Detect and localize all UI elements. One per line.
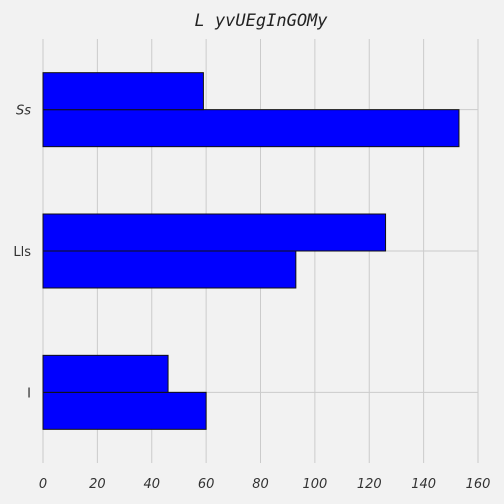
bar-series-1-i — [42, 391, 207, 430]
x-tick-label: 120 — [357, 477, 382, 492]
x-axis-ticks: 0 20 40 60 80 100 120 140 160 — [39, 477, 491, 492]
x-tick-label: 0 — [39, 477, 47, 492]
x-tick-label: 60 — [198, 477, 215, 492]
y-tick-label: Ss — [16, 104, 31, 119]
x-tick-label: 80 — [252, 477, 269, 492]
x-tick-label: 100 — [302, 477, 327, 492]
bars — [42, 72, 460, 430]
x-tick-label: 20 — [89, 477, 106, 492]
y-tick-label: Lls — [13, 245, 31, 260]
x-tick-label: 160 — [466, 477, 491, 492]
y-tick-label: I — [27, 386, 31, 401]
bar-series-1-ss — [42, 109, 460, 148]
bar-series-2-i — [42, 354, 169, 393]
x-tick-label: 140 — [411, 477, 436, 492]
bar-series-2-lls — [42, 213, 387, 252]
chart-title: L yvUEgInGOMy — [194, 11, 328, 31]
y-axis-ticks: I Lls Ss — [13, 104, 31, 402]
x-tick-label: 40 — [143, 477, 160, 492]
bar-series-2-ss — [42, 72, 204, 111]
bar-series-1-lls — [42, 250, 297, 289]
